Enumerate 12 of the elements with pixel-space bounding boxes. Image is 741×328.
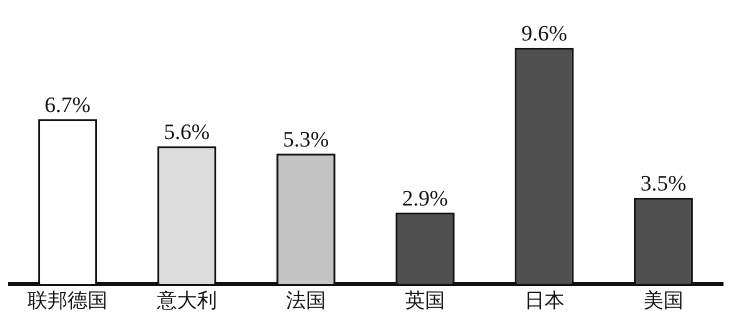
x-tick-label: 美国 <box>643 288 684 312</box>
data-label: 3.5% <box>640 170 686 196</box>
x-tick-label: 意大利 <box>156 288 217 312</box>
x-tick-label: 法国 <box>286 288 326 312</box>
data-label: 6.7% <box>44 92 90 117</box>
x-tick-label: 英国 <box>405 288 446 312</box>
x-tick-label: 日本 <box>524 288 564 312</box>
data-label: 5.6% <box>164 119 210 144</box>
data-label: 2.9% <box>402 185 448 210</box>
data-label: 9.6% <box>521 20 568 46</box>
x-tick-label: 联邦德国 <box>28 288 108 312</box>
data-label: 5.3% <box>283 126 329 152</box>
